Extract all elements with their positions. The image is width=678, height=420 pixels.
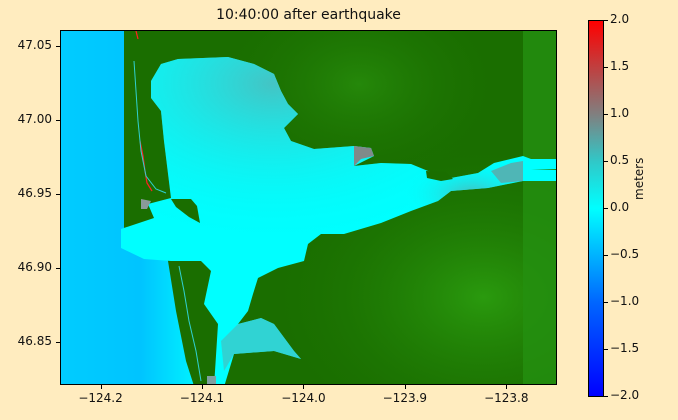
east-river-flats xyxy=(491,161,523,183)
plot-area xyxy=(60,30,557,385)
north-edge-inundation xyxy=(135,31,139,40)
ocean xyxy=(61,31,194,384)
bay-water-shading-east xyxy=(291,146,523,261)
peninsula xyxy=(171,199,200,223)
x-tick xyxy=(202,385,203,389)
channel-island xyxy=(426,171,453,181)
north-spit-channels xyxy=(133,60,167,194)
colorbar-label: meters xyxy=(632,157,646,200)
x-tick xyxy=(404,385,406,389)
colorbar-tick-label: 2.0 xyxy=(610,12,630,26)
land-coarse-grid xyxy=(523,31,556,384)
south-tip-flat xyxy=(207,376,216,384)
ocean-river-mouth xyxy=(531,159,556,169)
y-tick-label: 46.95 xyxy=(17,186,52,201)
y-tick xyxy=(56,194,60,196)
y-tick xyxy=(56,268,60,270)
x-tick-label: −124.0 xyxy=(281,391,326,405)
x-tick xyxy=(100,385,102,389)
colorbar-tick xyxy=(604,302,608,303)
y-tick xyxy=(56,342,60,344)
south-spit-channels xyxy=(178,265,202,382)
colorbar-tick-label: 0.5 xyxy=(610,153,630,167)
colorbar-tick-label: 1.5 xyxy=(610,59,630,73)
y-tick-label: 47.00 xyxy=(17,112,52,127)
x-tick-label: −124.1 xyxy=(179,391,225,405)
x-tick xyxy=(303,385,305,389)
colorbar-tick xyxy=(604,114,608,115)
y-tick-label: 47.05 xyxy=(17,38,52,53)
colorbar-tick-label: −2.0 xyxy=(610,388,640,402)
y-tick xyxy=(56,120,60,122)
colorbar-tick-label: 0.0 xyxy=(610,200,630,214)
colorbar-tick-label: −0.5 xyxy=(610,247,640,261)
y-tick xyxy=(56,46,60,48)
colorbar-tick xyxy=(604,255,608,256)
y-tick-label: 46.90 xyxy=(17,260,52,275)
x-tick-label: −123.9 xyxy=(382,391,428,405)
colorbar-tick-label: 1.0 xyxy=(610,106,630,120)
colorbar-tick xyxy=(604,208,608,209)
x-tick-label: −124.2 xyxy=(78,391,123,405)
colorbar-tick xyxy=(604,161,608,162)
x-tick-label: −123.8 xyxy=(484,391,529,405)
colorbar xyxy=(588,20,604,397)
colorbar-tick-label: −1.0 xyxy=(610,294,640,308)
colorbar-tick-label: −1.5 xyxy=(610,341,640,355)
colorbar-tick xyxy=(604,20,608,21)
y-tick-label: 46.85 xyxy=(17,334,52,349)
surface-heatmap xyxy=(61,31,556,384)
chart-title: 10:40:00 after earthquake xyxy=(216,7,401,23)
colorbar-tick xyxy=(604,396,608,397)
x-tick xyxy=(506,385,508,389)
colorbar-tick xyxy=(604,349,608,350)
south-bay-flats xyxy=(221,318,301,371)
north-spit-flat xyxy=(141,199,151,209)
colorbar-tick xyxy=(604,67,608,68)
tidal-flat xyxy=(354,146,374,166)
